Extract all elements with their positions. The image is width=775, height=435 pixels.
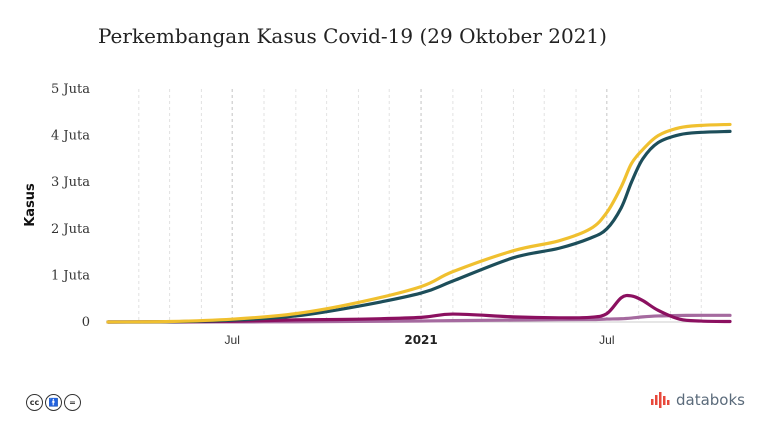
x-axis-ticks: Jul 2021 Jul <box>225 333 615 347</box>
y-tick-label: 4 Juta <box>51 129 90 144</box>
x-tick-label: Jul <box>225 333 240 347</box>
y-axis-ticks: 0 1 Juta 2 Juta 3 Juta 4 Juta 5 Juta <box>51 82 90 330</box>
y-tick-label: 0 <box>82 315 90 330</box>
creative-commons-icon: cc <box>26 394 43 411</box>
series-line-4 <box>106 313 732 324</box>
brand-name: databoks <box>676 391 745 409</box>
y-tick-label: 5 Juta <box>51 82 90 97</box>
license-icons: cc 🚹 = <box>26 394 81 411</box>
series-line-1 <box>106 122 732 324</box>
chart-title: Perkembangan Kasus Covid-19 (29 Oktober … <box>98 24 607 48</box>
attribution-icon: 🚹 <box>45 394 62 411</box>
databoks-logo-icon <box>651 392 670 408</box>
no-derivatives-icon: = <box>64 394 81 411</box>
brand-logo[interactable]: databoks <box>650 391 745 409</box>
series-line-3 <box>106 293 732 324</box>
x-tick-label: 2021 <box>404 333 437 347</box>
chart-gridlines <box>108 89 730 323</box>
y-tick-label: 3 Juta <box>51 175 90 190</box>
y-tick-label: 1 Juta <box>51 268 90 283</box>
chart-series-lines <box>106 122 732 324</box>
y-axis-label: Kasus <box>23 183 38 227</box>
x-tick-label: Jul <box>599 333 614 347</box>
y-tick-label: 2 Juta <box>51 222 90 237</box>
series-line-2 <box>106 129 732 324</box>
